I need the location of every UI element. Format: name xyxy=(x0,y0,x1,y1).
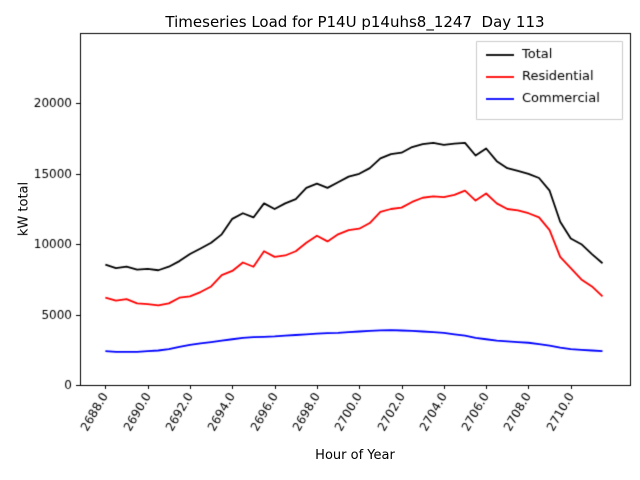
y-axis-label: kW total xyxy=(16,181,32,237)
x-axis-label: Hour of Year xyxy=(315,448,395,463)
chart-title: Timeseries Load for P14U p14uhs8_1247 Da… xyxy=(165,13,545,31)
